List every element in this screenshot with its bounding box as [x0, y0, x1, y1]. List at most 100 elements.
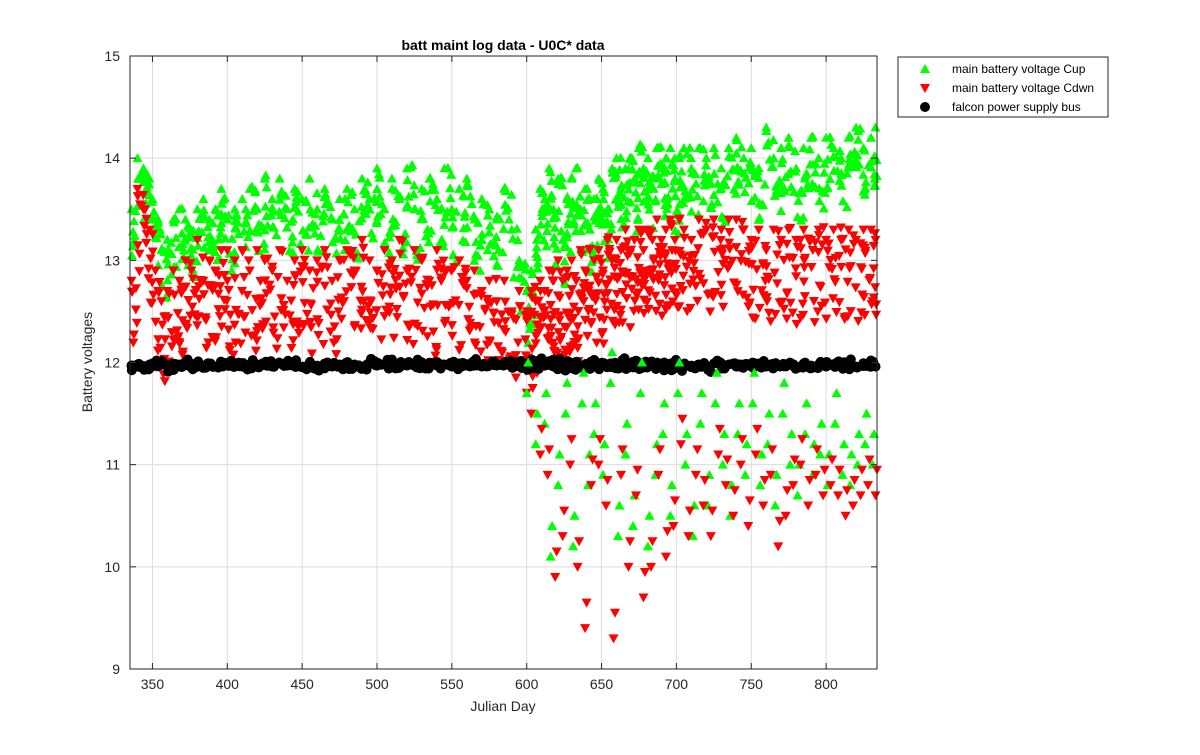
data-point	[709, 232, 720, 242]
data-point	[346, 189, 357, 199]
data-point	[289, 271, 300, 281]
data-point	[601, 281, 612, 291]
data-point	[431, 265, 442, 275]
data-point	[447, 331, 458, 341]
data-point	[516, 261, 527, 271]
data-point	[282, 204, 293, 214]
data-point	[166, 342, 177, 352]
data-point	[511, 223, 522, 233]
data-point	[582, 331, 593, 341]
data-point	[647, 235, 658, 245]
data-point	[559, 322, 570, 332]
data-point	[569, 510, 580, 520]
data-point	[318, 340, 329, 350]
data-point	[774, 516, 785, 526]
y-tick-label: 13	[104, 252, 120, 268]
data-point	[756, 286, 767, 296]
data-point	[589, 256, 600, 266]
data-point	[553, 480, 564, 490]
data-point	[564, 347, 575, 357]
data-point	[187, 274, 198, 284]
data-point	[661, 290, 672, 300]
data-point	[261, 182, 272, 192]
data-point	[148, 290, 159, 300]
data-point	[440, 212, 451, 222]
data-point	[767, 161, 778, 171]
data-point	[614, 500, 625, 510]
data-point	[447, 212, 458, 222]
data-point	[750, 314, 761, 324]
data-point	[677, 414, 688, 424]
legend-marker	[920, 84, 930, 93]
data-point	[716, 211, 727, 221]
data-point	[365, 324, 376, 334]
data-point	[745, 157, 756, 167]
data-point	[397, 242, 408, 252]
data-point	[756, 449, 767, 459]
data-point	[227, 233, 238, 243]
data-point	[312, 188, 323, 198]
data-point	[132, 241, 143, 251]
data-point	[449, 263, 460, 273]
data-point	[666, 480, 677, 490]
data-point	[562, 228, 573, 238]
data-point	[166, 249, 177, 259]
data-point	[837, 234, 848, 244]
data-point	[580, 624, 591, 634]
data-point	[388, 333, 399, 343]
data-point	[469, 255, 480, 265]
data-point	[451, 206, 462, 216]
data-point	[134, 200, 145, 210]
data-point	[240, 216, 251, 226]
data-point	[554, 311, 565, 321]
data-point	[676, 166, 687, 176]
data-point	[792, 242, 803, 252]
data-point	[442, 163, 453, 173]
data-point	[870, 283, 881, 293]
data-point	[678, 271, 689, 281]
data-point	[701, 153, 712, 163]
data-point	[313, 246, 324, 256]
data-point	[268, 328, 279, 338]
data-point	[698, 279, 709, 289]
data-point	[177, 203, 188, 213]
data-point	[781, 314, 792, 324]
data-point	[672, 303, 683, 313]
data-point	[287, 247, 298, 257]
data-point	[229, 274, 240, 284]
data-point	[476, 234, 487, 244]
data-point	[616, 199, 627, 209]
data-point	[746, 244, 757, 254]
data-point	[527, 268, 538, 278]
data-point	[482, 210, 493, 220]
data-point	[300, 197, 311, 207]
data-point	[718, 302, 729, 312]
data-point	[694, 269, 705, 279]
data-point	[732, 287, 743, 297]
data-point	[193, 240, 204, 250]
data-point	[689, 259, 700, 269]
data-point	[499, 276, 510, 286]
data-point	[580, 268, 591, 278]
data-point	[397, 237, 408, 247]
data-point	[163, 244, 174, 254]
data-point	[860, 177, 871, 187]
data-point	[551, 547, 562, 557]
data-point	[391, 304, 402, 314]
data-point	[431, 342, 442, 352]
x-tick-label: 700	[665, 676, 689, 692]
data-point	[836, 262, 847, 272]
data-point	[601, 305, 612, 315]
data-point	[674, 199, 685, 209]
data-point	[828, 142, 839, 152]
data-point	[768, 153, 779, 163]
data-point	[402, 175, 413, 185]
data-point	[551, 243, 562, 253]
data-point	[239, 273, 250, 283]
data-point	[417, 212, 428, 222]
data-point	[661, 166, 672, 176]
x-tick-label: 550	[440, 676, 464, 692]
data-point	[759, 179, 770, 189]
data-point	[765, 317, 776, 327]
data-point	[728, 511, 739, 521]
